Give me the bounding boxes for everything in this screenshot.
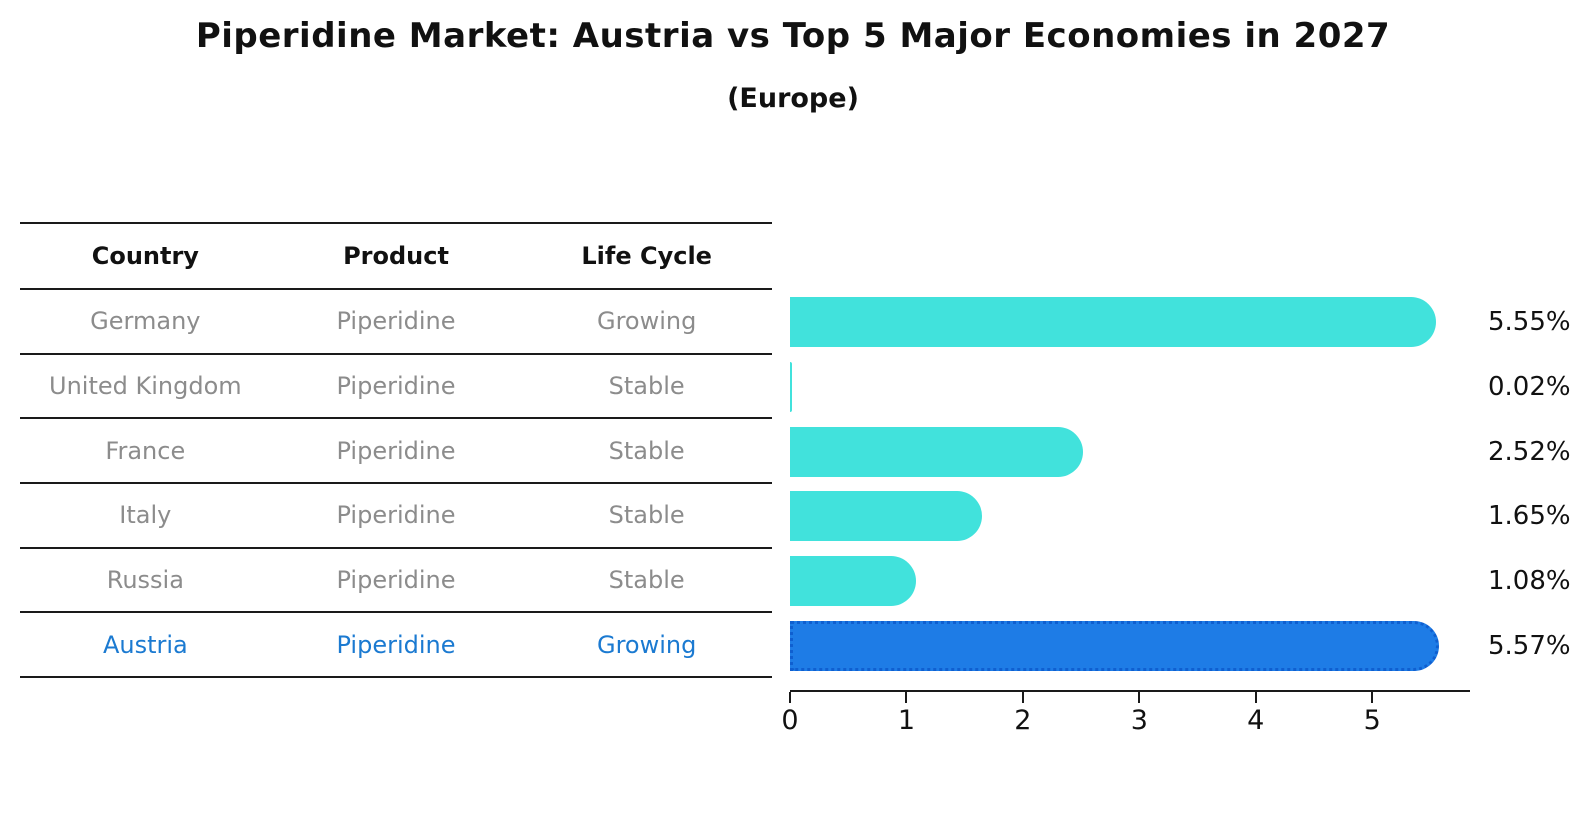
- table-row: Austria Piperidine Growing 5.57%: [20, 613, 1586, 679]
- bar-track: [790, 290, 1470, 355]
- cell-product: Piperidine: [336, 372, 456, 401]
- cell-product: Piperidine: [336, 630, 456, 659]
- cell-country: France: [105, 436, 186, 465]
- x-axis-tick-label: 5: [1363, 705, 1381, 736]
- bar-track: [790, 419, 1470, 484]
- table-chart-gap: [772, 222, 790, 290]
- bar: [790, 297, 1437, 348]
- table-row-cells: France Piperidine Stable: [20, 419, 772, 485]
- table-row-cells: Italy Piperidine Stable: [20, 484, 772, 549]
- x-axis-tick: 1: [898, 692, 915, 736]
- cell-product: Piperidine: [336, 307, 456, 336]
- table-header-row: Country Product Life Cycle: [20, 222, 1586, 290]
- table-chart-gap: [772, 290, 790, 355]
- table-row: Russia Piperidine Stable 1.08%: [20, 549, 1586, 614]
- x-axis-tick: 3: [1131, 692, 1148, 736]
- table-row: Italy Piperidine Stable 1.65%: [20, 484, 1586, 549]
- bar-value-label: 1.65%: [1488, 501, 1571, 532]
- cell-life-cycle: Growing: [596, 307, 697, 336]
- x-axis-tick: 5: [1364, 692, 1381, 736]
- table-row: France Piperidine Stable 2.52%: [20, 419, 1586, 485]
- cell-product: Piperidine: [336, 436, 456, 465]
- table-and-bars: Country Product Life Cycle Germany Piper…: [20, 222, 1586, 679]
- x-axis-tick-label: 3: [1130, 705, 1148, 736]
- bar: [790, 426, 1084, 477]
- x-axis-tick-label: 1: [897, 705, 916, 736]
- x-axis-tick: 0: [781, 692, 799, 736]
- cell-product: Piperidine: [336, 501, 456, 530]
- bar-value-label: 5.57%: [1488, 630, 1571, 661]
- bar-value-label: 1.08%: [1488, 566, 1571, 597]
- cell-life-cycle: Stable: [608, 501, 685, 530]
- cell-country: Italy: [119, 501, 172, 530]
- bar-track: [790, 355, 1470, 420]
- table-chart-gap: [772, 613, 790, 678]
- column-header-country: Country: [91, 242, 199, 270]
- x-axis-tick: 2: [1014, 692, 1031, 736]
- bar-value-label: 2.52%: [1488, 436, 1571, 467]
- bar-track: [790, 613, 1470, 678]
- table-row: Germany Piperidine Growing 5.55%: [20, 290, 1586, 355]
- column-header-product: Product: [343, 242, 449, 270]
- table-row-cells: Russia Piperidine Stable: [20, 549, 772, 614]
- cell-life-cycle: Stable: [608, 566, 685, 595]
- bar-track: [790, 549, 1470, 614]
- cell-life-cycle: Growing: [596, 630, 697, 659]
- x-axis: 0 1 2 3 4 5: [781, 690, 1470, 736]
- table-chart-gap: [772, 484, 790, 549]
- cell-country: United Kingdom: [49, 372, 242, 401]
- table-row-cells: Germany Piperidine Growing: [20, 290, 772, 355]
- cell-life-cycle: Stable: [608, 436, 685, 465]
- table-row: United Kingdom Piperidine Stable 0.02%: [20, 355, 1586, 420]
- cell-life-cycle: Stable: [608, 372, 685, 401]
- cell-country: Austria: [102, 630, 188, 659]
- table-chart-gap: [772, 355, 790, 420]
- bar-value-label: 0.02%: [1488, 372, 1571, 403]
- table-chart-gap: [772, 419, 790, 484]
- cell-country: Germany: [90, 307, 201, 336]
- table-rows: Germany Piperidine Growing 5.55% United …: [20, 290, 1586, 679]
- column-header-life-cycle: Life Cycle: [581, 242, 712, 270]
- table-row-cells: United Kingdom Piperidine Stable: [20, 355, 772, 420]
- cell-country: Russia: [106, 566, 184, 595]
- x-axis-tick-label: 4: [1247, 705, 1265, 736]
- bar-track: [790, 484, 1470, 549]
- table-row-cells: Austria Piperidine Growing: [20, 613, 772, 679]
- x-axis-tick-label: 2: [1014, 705, 1032, 736]
- x-axis-tick: 4: [1247, 692, 1264, 736]
- chart-subtitle: (Europe): [727, 83, 859, 114]
- table-header-cells: Country Product Life Cycle: [20, 222, 772, 290]
- chart-title: Piperidine Market: Austria vs Top 5 Majo…: [195, 16, 1391, 56]
- bar: [790, 556, 916, 607]
- bar-value-label: 5.55%: [1488, 307, 1571, 338]
- bar: [790, 362, 793, 413]
- table-chart-gap: [772, 549, 790, 614]
- cell-product: Piperidine: [336, 566, 456, 595]
- bar: [790, 491, 983, 542]
- x-axis-tick-label: 0: [781, 705, 799, 736]
- bar: [790, 620, 1439, 671]
